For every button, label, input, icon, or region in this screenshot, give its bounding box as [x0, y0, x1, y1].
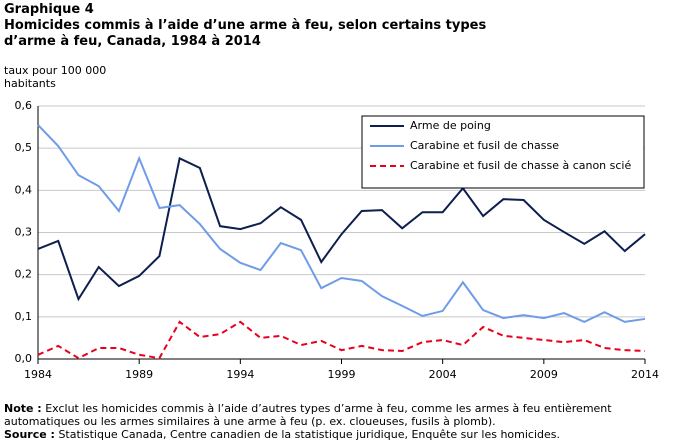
legend-label: Carabine et fusil de chasse — [410, 139, 559, 152]
series-line — [37, 156, 646, 302]
legend-label: Carabine et fusil de chasse à canon scié — [410, 159, 631, 172]
x-tick-label: 2009 — [530, 368, 558, 381]
y-tick-label: 0,4 — [15, 183, 33, 196]
y-tick-label: 0,6 — [15, 99, 33, 112]
series-line — [37, 124, 646, 323]
x-tick-label: 1994 — [226, 368, 254, 381]
x-tick-label: 1984 — [24, 368, 52, 381]
legend-label: Arme de poing — [410, 119, 491, 132]
note: Note : Exclut les homicides commis à l’a… — [4, 402, 664, 428]
y-tick-label: 0,0 — [15, 352, 33, 365]
x-tick-label: 2004 — [429, 368, 457, 381]
chart-title: Homicides commis à l’aide d’une arme à f… — [4, 18, 487, 49]
y-tick-label: 0,2 — [15, 268, 33, 281]
x-tick-label: 1989 — [125, 368, 153, 381]
notes: Note : Exclut les homicides commis à l’a… — [4, 402, 664, 441]
series-line — [37, 320, 646, 360]
y-axis-label: taux pour 100 000 habitants — [4, 64, 107, 90]
chart: 0,0 0,1 0,2 0,3 0,4 0,5 0,6 1984 1989 1994 1999 200… — [15, 99, 660, 381]
y-tick-label: 0,3 — [15, 226, 33, 239]
note-text: Statistique Canada, Centre canadien de l… — [58, 428, 561, 441]
y-tick-label: 0,1 — [15, 310, 33, 323]
x-tick-label: 2014 — [631, 368, 659, 381]
note-label: Source : — [4, 428, 55, 441]
chart-label: Graphique 4 — [4, 2, 94, 17]
note: Source : Statistique Canada, Centre cana… — [4, 428, 664, 441]
note-text: Exclut les homicides commis à l’aide d’a… — [4, 402, 612, 428]
legend-box — [361, 115, 645, 189]
x-tick-label: 1999 — [328, 368, 356, 381]
note-label: Note : — [4, 402, 42, 415]
y-tick-label: 0,5 — [15, 141, 33, 154]
